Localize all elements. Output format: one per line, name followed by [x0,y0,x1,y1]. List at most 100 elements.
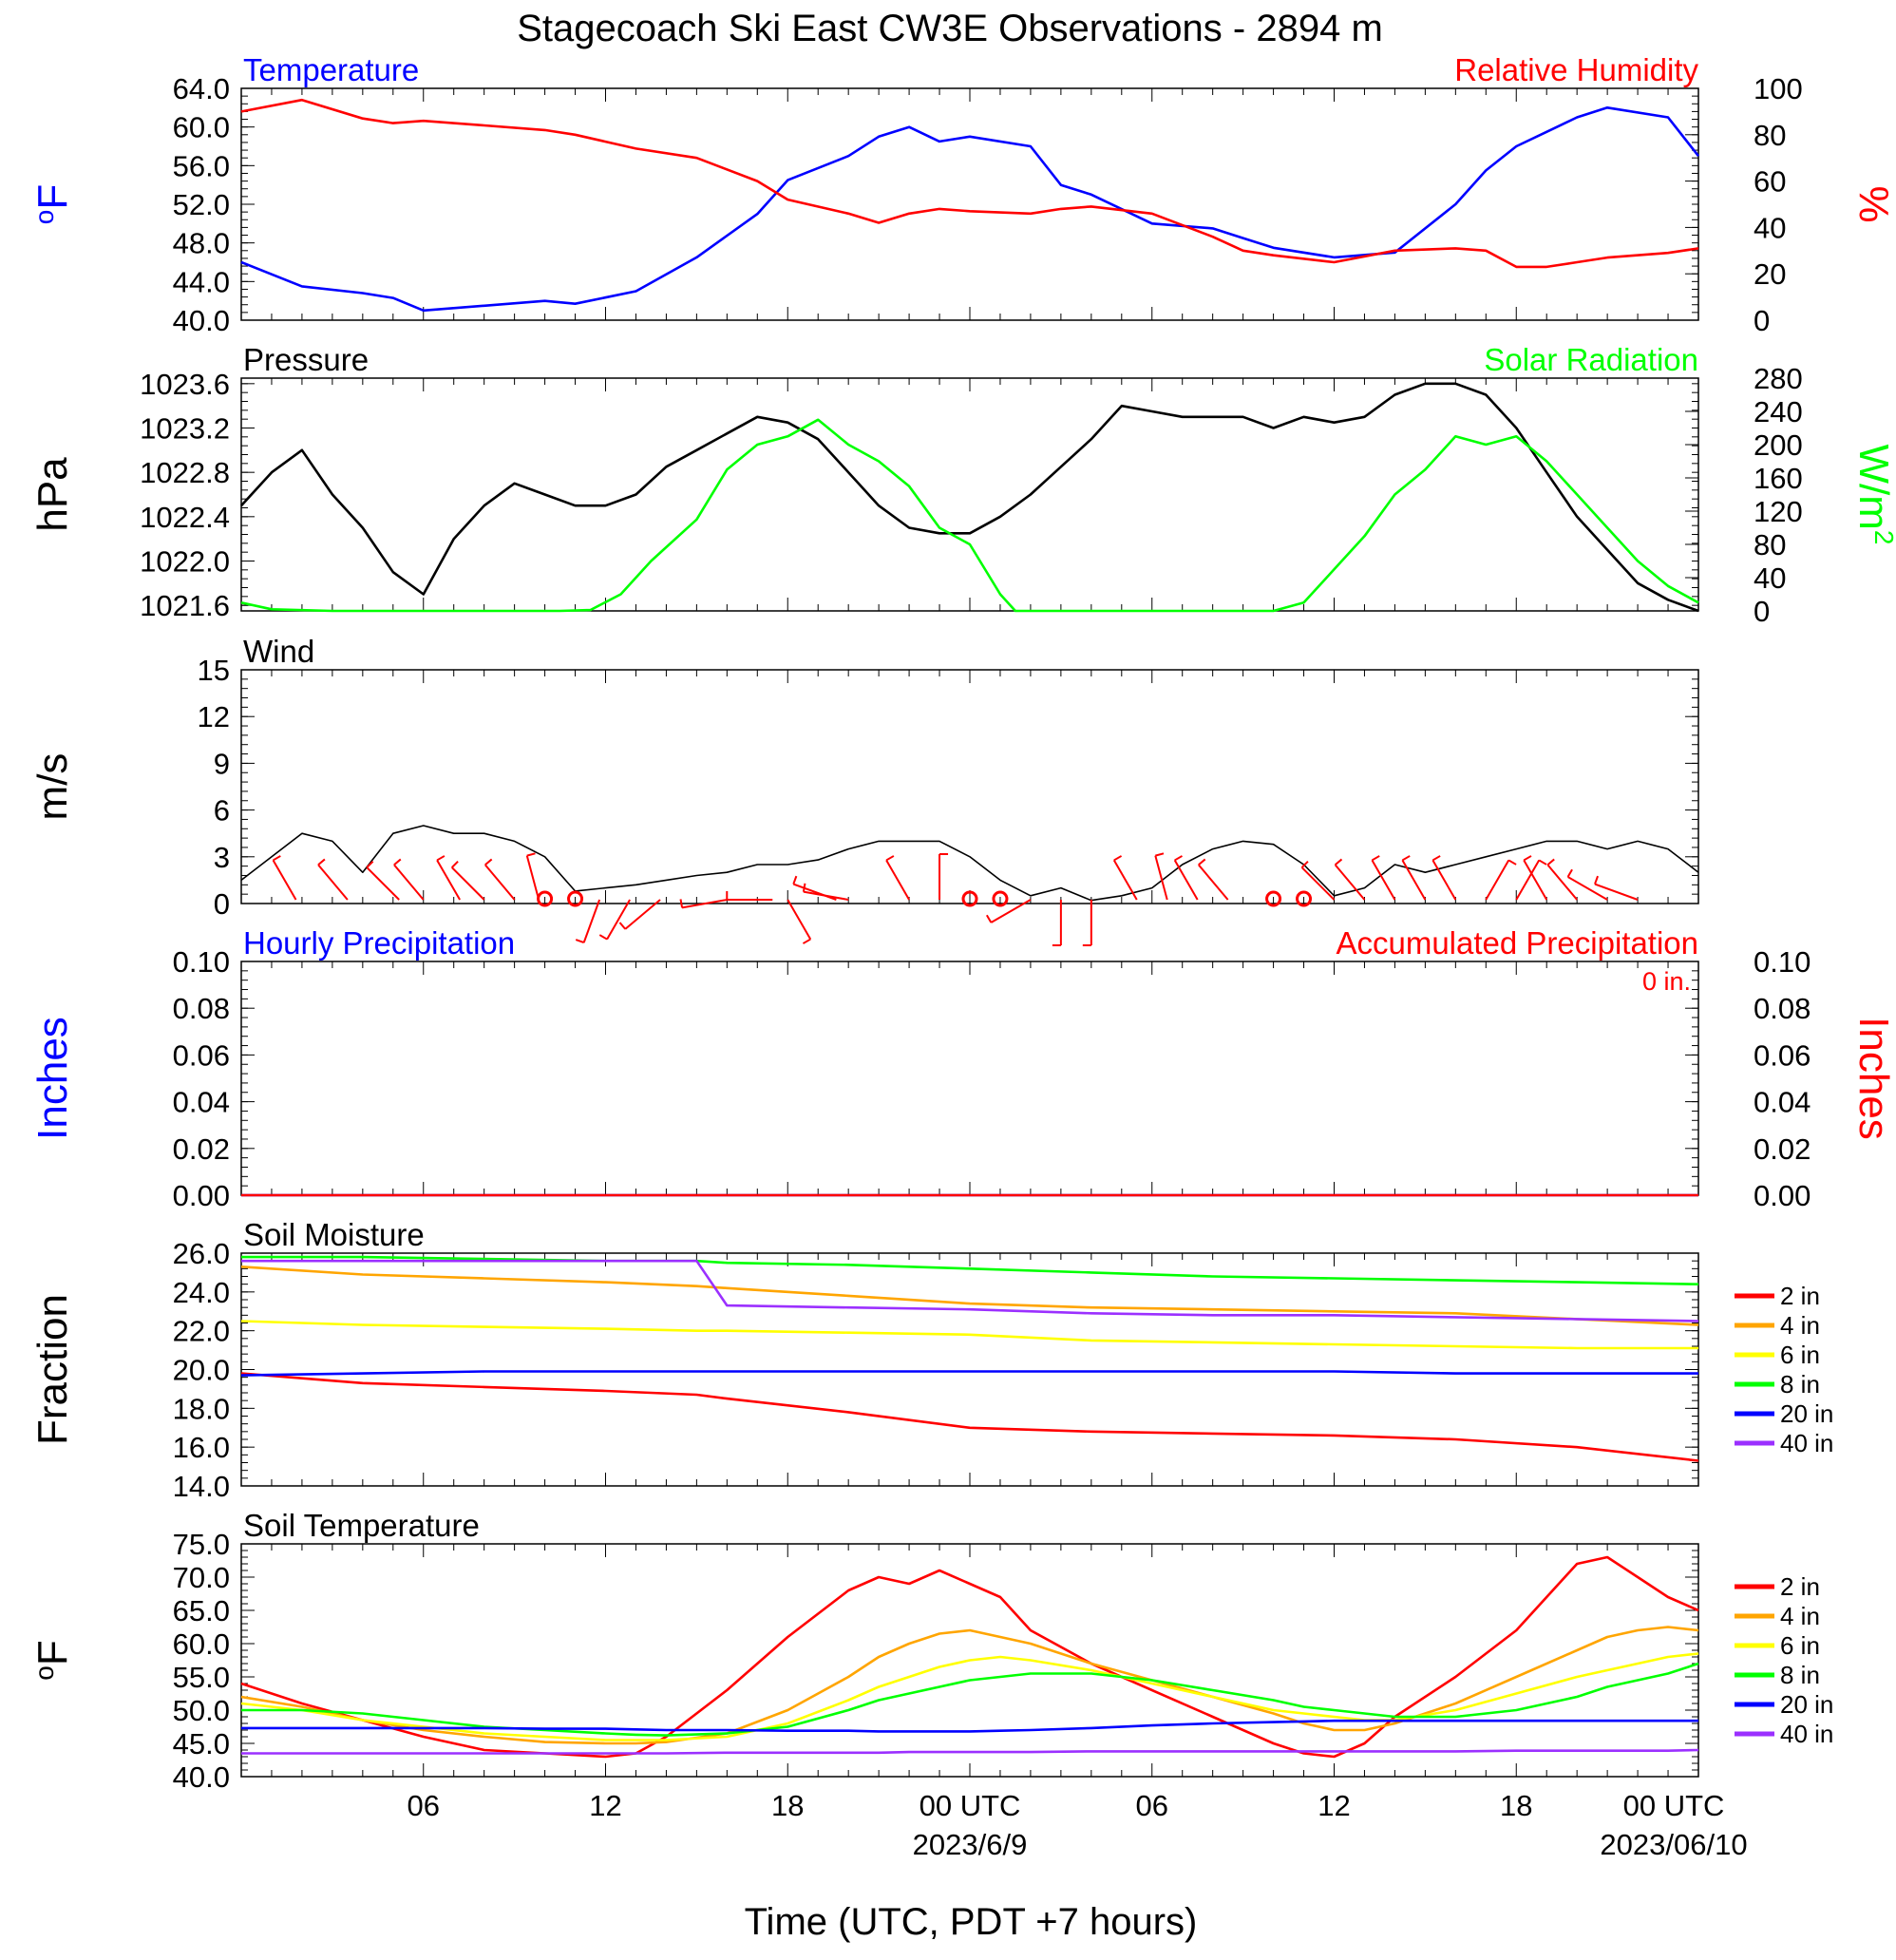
legend-label: 20 in [1780,1399,1833,1428]
y-tick-label: 0 [214,887,230,921]
wind-barb [1594,883,1639,901]
wind-barb [885,859,910,901]
y-axis-right-title: % [1850,185,1896,222]
panel-soil_temperature: 40.045.050.055.060.065.070.075.0 Soil Tem… [29,1508,1833,1794]
wind-barb [1546,864,1578,901]
x-date-label: 2023/6/9 [913,1828,1028,1861]
legend-label: 2 in [1780,1282,1820,1310]
y-tick-label: 0.02 [173,1132,230,1166]
series-line-2-in [240,1372,1699,1462]
unit-wm: W/m [1850,445,1896,530]
y-tick-label: 1021.6 [140,589,230,622]
wind-barb-flag [1113,855,1123,862]
wind-barb [272,859,297,901]
x-axis: 06 12 18 00 UTC 06 12 18 00 UTC 2023/6/9 2023/06/… [408,1789,1748,1861]
y-right-tick-label: 40 [1754,561,1786,595]
y-right-tick-label: 0.06 [1754,1038,1811,1072]
x-tick-label: 06 [408,1789,440,1822]
y-tick-label: 0.10 [173,945,230,979]
x-tick-label: 18 [1500,1789,1532,1822]
y-tick-label: 9 [214,747,230,780]
wind-barb-flag [575,939,585,944]
wind-barb-flag [451,860,459,868]
y-tick-label: 56.0 [173,149,230,182]
wind-barb [393,864,425,901]
y-tick-label: 70.0 [173,1561,230,1594]
wind-barb [787,899,812,941]
x-tick-label: 12 [589,1789,621,1822]
series-line-pressure [240,382,1699,613]
wind-barb-calm [961,890,978,907]
wind-barb [1112,859,1138,901]
unit-f: F [29,184,76,210]
y-axis-title: hPa [29,457,76,532]
wind-barb-flag [1431,855,1441,862]
wind-barb [1515,859,1541,901]
y-right-tick-label: 0.00 [1754,1179,1811,1212]
y-right-tick-label: 120 [1754,495,1803,528]
wind-barb-flag [985,914,993,923]
y-tick-label: 60.0 [173,111,230,144]
panel-right-title: Accumulated Precipitation [1336,925,1698,961]
y-tick-label: 22.0 [173,1315,230,1348]
y-tick-label: 26.0 [173,1237,230,1270]
wind-barb [1431,859,1457,901]
wind-barb-flag [436,855,446,862]
legend-label: 40 in [1780,1720,1833,1748]
x-tick-label: 18 [771,1789,804,1822]
wind-barb-flag [1523,855,1532,862]
series-line-temperature [240,106,1700,313]
wind-barb-flag [618,922,627,930]
chart-title: Stagecoach Ski East CW3E Observations - … [517,8,1383,49]
y-right-tick-label: 60 [1754,165,1786,199]
wind-barb [1485,859,1510,901]
panel-precipitation: 0.00 0.02 0.04 0.06 0.08 0.10 0.00 0.02 0.04 0.06… [29,925,1896,1212]
series-line-6-in [240,1652,1699,1741]
panel-left-title: Soil Temperature [243,1508,480,1543]
wind-barb-flag [1174,855,1183,862]
y-axis-right-title: W/m2 [1850,445,1896,545]
wind-barb-flag [802,938,811,944]
legend-label: 4 in [1780,1602,1820,1630]
legend-label: 6 in [1780,1631,1820,1660]
y-axis-title: Inches [29,1017,76,1140]
wind-barb [1401,859,1427,901]
series-line-wind-speed [240,825,1699,902]
wind-barb [484,864,516,901]
x-date-label: 2023/06/10 [1600,1828,1747,1861]
y-tick-label: 45.0 [173,1727,230,1760]
y-axis-right-title: Inches [1850,1017,1896,1140]
plot-frame [240,669,1699,904]
wind-barb-flag [792,875,798,885]
y-axis-title: Fraction [29,1294,76,1445]
series-line-40-in [241,1259,1699,1323]
wind-barb-flag [598,934,608,941]
wind-barb-flag [317,858,326,866]
wind-barb-flag [1507,859,1517,866]
legend-label: 8 in [1780,1661,1820,1689]
legend-label: 40 in [1780,1429,1833,1457]
wind-barb-flag [1538,859,1547,866]
y-tick-label: 40.0 [173,1760,230,1794]
wind-barb [624,899,661,930]
wind-barb [317,864,349,901]
y-right-tick-label: 200 [1754,428,1803,462]
x-axis-title: Time (UTC, PDT +7 hours) [745,1901,1198,1943]
wind-barb-calm [992,890,1009,907]
unit-sup-2: 2 [1869,530,1896,545]
y-tick-label: 15 [198,654,230,687]
wind-barb-flag [526,852,536,857]
wind-barb-calm [1265,890,1282,907]
y-tick-label: 1022.4 [140,501,230,534]
y-tick-label: 12 [198,700,230,733]
y-tick-label: 50.0 [173,1694,230,1727]
wind-barb-flag [273,855,281,862]
y-tick-label: 52.0 [173,188,230,221]
y-tick-label: 24.0 [173,1276,230,1309]
y-tick-label: 44.0 [173,265,230,298]
wind-barb-flag [366,860,374,868]
y-tick-label: 20.0 [173,1354,230,1387]
legend-label: 2 in [1780,1572,1820,1601]
x-tick-label: 00 UTC [920,1789,1021,1822]
